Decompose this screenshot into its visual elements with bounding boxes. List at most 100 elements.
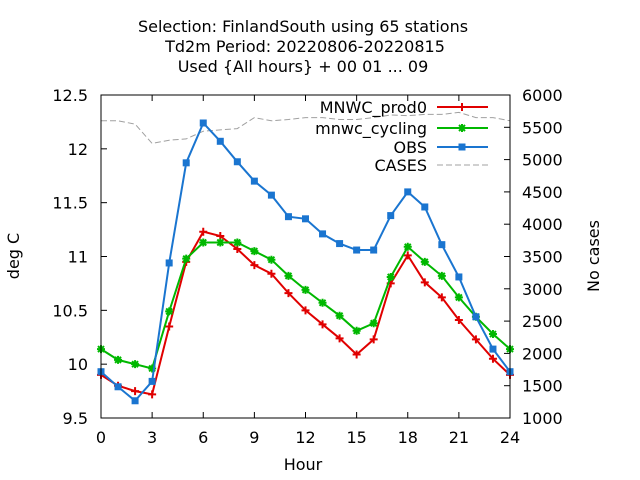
data-point-mnwc-cycling [488,330,497,339]
data-point-mnwc-cycling [182,254,191,263]
data-point-obs [404,188,412,196]
series-obs [97,119,514,405]
y2-tick-label: 1500 [522,377,563,396]
data-point-mnwc-prod0 [471,335,480,344]
data-point-mnwc-prod0 [420,278,429,287]
data-point-mnwc-prod0 [267,269,276,278]
x-tick-label: 3 [147,428,157,447]
y-tick-label: 10.5 [52,301,88,320]
chart-title: Selection: FinlandSouth using 65 station… [138,17,468,76]
series-mnwc-cycling [97,238,514,373]
data-point-obs [319,230,327,238]
y2-tick-label: 3500 [522,248,563,267]
y2-tick-label: 2500 [522,312,563,331]
data-point-mnwc-cycling [199,238,208,247]
data-point-mnwc-cycling [403,242,412,251]
y-tick-label: 11 [68,248,88,267]
plot-frame [100,94,511,419]
series-mnwc-prod0 [97,227,514,399]
data-point-obs [250,177,258,185]
data-point-mnwc-prod0 [369,335,378,344]
data-point-obs [489,345,497,353]
x-tick-label: 24 [500,428,520,447]
y-tick-label: 12 [68,140,88,159]
tick-layer: 0 3 6 9 12 15 18 21 24 9.5 10 10.5 11 11.5 12 12.5 1000 1… [52,86,562,447]
data-point-mnwc-prod0 [301,306,310,315]
data-point-mnwc-prod0 [131,387,140,396]
x-tick-label: 18 [398,428,418,447]
data-point-obs [455,273,463,281]
y-tick-label: 12.5 [52,86,88,105]
x-tick-label: 0 [96,428,106,447]
y2-tick-label: 5000 [522,151,563,170]
data-point-mnwc-cycling [335,311,344,320]
data-point-mnwc-prod0 [148,390,157,399]
legend-label: CASES [374,156,427,175]
y2-tick-label: 2000 [522,344,563,363]
y2-tick-label: 5500 [522,118,563,137]
data-point-mnwc-cycling [233,238,242,247]
data-point-obs [267,191,275,199]
title-line-3: Used {All hours} + 00 01 ... 09 [178,57,429,76]
legend-marker-mnwc-cycling [458,124,466,132]
series-cases [101,111,511,144]
legend-label: OBS [394,138,427,157]
data-point-obs [336,240,344,248]
data-point-mnwc-cycling [352,326,361,335]
data-point-mnwc-prod0 [488,354,497,363]
y2-tick-label: 4000 [522,215,563,234]
data-point-mnwc-prod0 [318,320,327,329]
legend-entry-cases: CASES [374,156,488,175]
data-point-mnwc-cycling [437,271,446,280]
y2-tick-label: 4500 [522,183,563,202]
data-point-mnwc-prod0 [454,316,463,325]
data-point-obs [131,397,139,405]
data-point-mnwc-cycling [420,257,429,266]
data-point-mnwc-prod0 [403,251,412,260]
data-point-mnwc-prod0 [284,289,293,298]
legend-label: MNWC_prod0 [320,98,427,118]
series-layer [97,111,514,405]
x-axis-label: Hour [284,455,323,474]
data-point-obs [165,259,173,267]
data-point-mnwc-cycling [165,307,174,316]
data-point-obs [370,246,378,254]
legend-marker-mnwc-prod0 [458,103,466,111]
x-tick-label: 6 [198,428,208,447]
data-point-mnwc-prod0 [437,293,446,302]
data-point-mnwc-prod0 [250,261,259,270]
data-point-mnwc-cycling [114,355,123,364]
data-point-mnwc-prod0 [352,350,361,359]
legend-entry-obs: OBS [394,138,488,157]
data-point-obs [284,213,292,221]
data-point-mnwc-prod0 [335,334,344,343]
x-tick-label: 21 [449,428,469,447]
data-point-mnwc-cycling [216,238,225,247]
data-point-obs [387,212,395,220]
y-tick-label: 10 [68,355,88,374]
data-point-obs [302,215,309,223]
data-point-obs [199,119,207,127]
data-point-obs [233,158,241,166]
data-point-obs [114,383,122,391]
y-tick-label: 9.5 [63,409,88,428]
data-point-mnwc-cycling [454,293,463,302]
y2-tick-label: 6000 [522,86,563,105]
data-point-obs [148,377,156,385]
data-point-mnwc-prod0 [199,227,208,236]
title-line-2: Td2m Period: 20220806-20220815 [164,37,445,56]
data-point-obs [353,246,361,254]
data-point-obs [216,137,224,145]
data-point-obs [182,159,190,167]
data-point-mnwc-cycling [267,255,276,264]
data-point-mnwc-cycling [386,272,395,281]
data-point-obs [438,241,446,249]
data-point-obs [421,203,429,211]
y2-axis-label: No cases [584,220,603,292]
title-line-1: Selection: FinlandSouth using 65 station… [138,17,468,36]
x-tick-label: 9 [249,428,259,447]
y2-tick-label: 3000 [522,280,563,299]
x-tick-label: 12 [295,428,315,447]
